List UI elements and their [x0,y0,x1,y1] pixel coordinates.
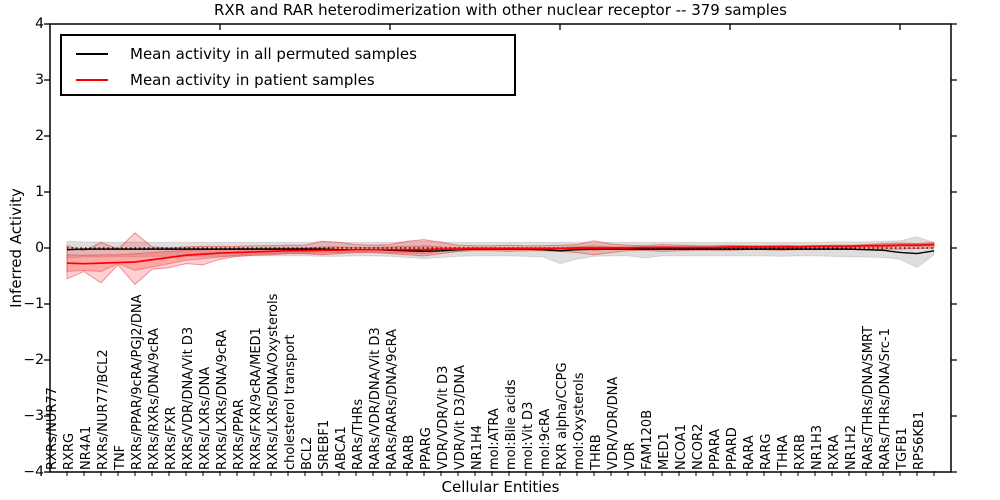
x-category-label: VDR/VDR/DNA [606,376,621,470]
y-tick-label: −3 [23,408,44,424]
x-category-label: VDR/VDR/Vit D3 [436,365,451,470]
x-category-label: RXR alpha/CCPG [555,362,570,470]
y-tick-label: 0 [35,240,44,256]
x-category-label: MED1 [657,432,672,470]
y-tick-label: −2 [23,352,44,368]
x-category-label: TNF [113,444,128,470]
x-category-label: VDR [623,442,638,470]
x-category-label: NR4A1 [79,425,94,470]
x-category-label: RARs/RARs/DNA/9cRA [385,329,400,470]
x-category-label: VDR/Vit D3/DNA [453,364,468,470]
x-category-label: RARA [742,435,757,470]
x-category-label: RARs/THRs/DNA/SMRT [861,326,876,470]
legend-label-permuted: Mean activity in all permuted samples [130,45,417,63]
x-category-label: PPARG [419,427,434,470]
x-category-label: RARs/VDR/DNA/Vit D3 [368,327,383,470]
x-category-label: RXRs/NUR77 [45,387,60,470]
legend-label-patient: Mean activity in patient samples [130,71,375,89]
x-axis-label: Cellular Entities [441,478,560,496]
x-category-label: mol:Oxysterols [572,372,587,471]
y-tick-label: −1 [23,296,44,312]
x-category-label: RXRs/PPAR [232,399,247,470]
x-category-label: TGFB1 [895,427,910,470]
x-category-label: RXRs/FXR/9cRA/MED1 [249,327,264,470]
x-category-label: mol:Bile acids [504,379,519,470]
x-category-label: cholesterol transport [283,334,298,470]
y-tick-label: 4 [35,16,44,32]
x-category-label: RXRs/LXRs/DNA/Oxysterols [266,293,281,470]
legend-item-permuted: Mean activity in all permuted samples [74,41,514,67]
x-category-label: NCOA1 [674,424,689,470]
x-category-label: RARB [402,434,417,470]
x-category-label: RXRs/FXR [164,406,179,470]
x-category-label: RXRs/LXRs/DNA/9cRA [215,329,230,470]
permuted-samples-std-band [66,236,935,269]
patient-line-swatch [76,79,108,81]
legend-item-patient: Mean activity in patient samples [74,67,514,93]
y-tick-label: 1 [35,184,44,200]
x-category-label: NR1H4 [470,424,485,470]
x-category-label: RXRs/RXRs/DNA/9cRA [147,327,162,470]
x-category-label: PPARA [708,428,723,470]
chart-title: RXR and RAR heterodimerization with othe… [214,1,787,19]
permuted-line-swatch [76,53,108,55]
x-category-label: BCL2 [300,436,315,470]
x-category-label: RXRs/LXRs/DNA [198,366,213,470]
y-tick-label: 2 [35,128,44,144]
y-tick-label: 3 [35,72,44,88]
x-category-label: RARs/THRs/DNA/Src-1 [878,328,893,470]
patient-mean-line [66,243,935,265]
x-category-label: THRA [776,434,791,470]
x-category-label: NR1H2 [844,424,859,470]
x-category-label: RXRs/VDR/DNA/Vit D3 [181,326,196,470]
x-category-label: RXRs/NUR77/BCL2 [96,349,111,470]
x-category-label: mol:ATRA [487,408,502,470]
x-category-label: mol:9cRA [538,408,553,470]
x-category-label: RXRA [827,434,842,470]
x-category-label: NCOR2 [691,423,706,470]
x-category-label: RARs/THRs [351,398,366,470]
legend: Mean activity in all permuted samples Me… [60,34,516,96]
x-category-label: FAM120B [640,409,655,470]
x-category-label: THRB [589,434,604,470]
x-category-label: NR1H3 [810,424,825,470]
x-category-label: RPS6KB1 [912,410,927,470]
x-category-label: PPARD [725,427,740,470]
x-category-label: ABCA1 [334,426,349,470]
x-category-label: RARG [759,433,774,470]
x-category-label: SREBF1 [317,419,332,470]
y-tick-label: −4 [23,464,44,480]
x-category-label: RXRB [793,434,808,470]
x-category-label: mol:Vit D3 [521,401,536,470]
x-category-label: RXRs/PPAR/9cRA/PGJ2/DNA [130,294,145,471]
x-category-label: RXRG [62,432,77,470]
patient-samples-outer-band [66,232,935,286]
